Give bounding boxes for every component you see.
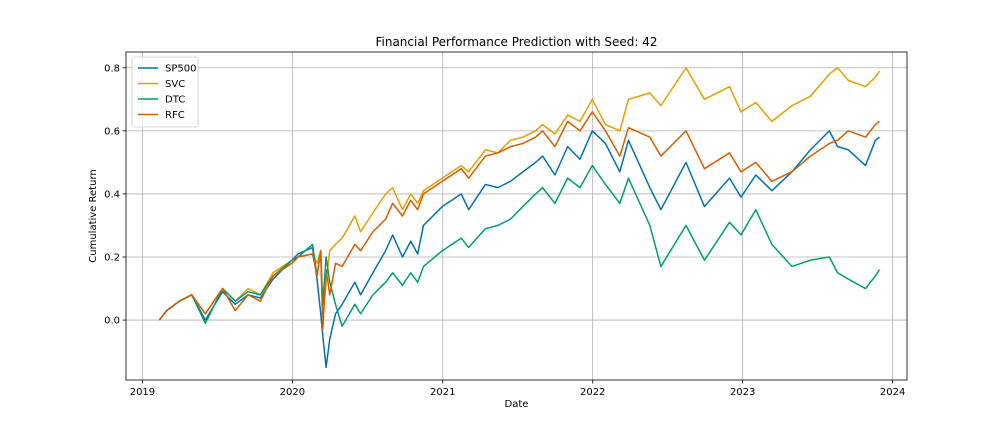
x-tick-label: 2022 (580, 387, 605, 398)
legend-label-dtc: DTC (165, 95, 185, 106)
x-tick-label: 2023 (730, 387, 755, 398)
y-tick-label: 0.0 (104, 316, 120, 327)
grid (126, 52, 907, 380)
legend-label-rfc: RFC (165, 110, 185, 121)
legend-label-sp500: SP500 (165, 64, 196, 75)
y-tick-label: 0.6 (104, 126, 120, 137)
series-line-rfc (158, 111, 880, 331)
y-tick-label: 0.2 (104, 253, 120, 264)
legend: SP500 SVC DTC RFC (131, 56, 199, 128)
x-axis-label: Date (505, 399, 529, 410)
series-layer (158, 67, 881, 369)
legend-box (131, 56, 199, 128)
x-axis: 2019 2020 2021 2022 2023 2024 (130, 380, 905, 398)
x-tick-label: 2024 (880, 387, 905, 398)
chart-title: Financial Performance Prediction with Se… (375, 35, 657, 49)
plot-area (126, 52, 907, 380)
y-tick-label: 0.4 (104, 189, 120, 200)
x-tick-label: 2020 (280, 387, 305, 398)
series-line-dtc (158, 164, 881, 328)
legend-label-svc: SVC (165, 79, 185, 90)
y-tick-label: 0.8 (104, 63, 120, 74)
y-axis-label: Cumulative Return (88, 169, 99, 262)
y-axis: 0.0 0.2 0.4 0.6 0.8 (104, 63, 126, 327)
x-tick-label: 2019 (130, 387, 155, 398)
x-tick-label: 2021 (430, 387, 455, 398)
plot-frame (125, 51, 908, 381)
